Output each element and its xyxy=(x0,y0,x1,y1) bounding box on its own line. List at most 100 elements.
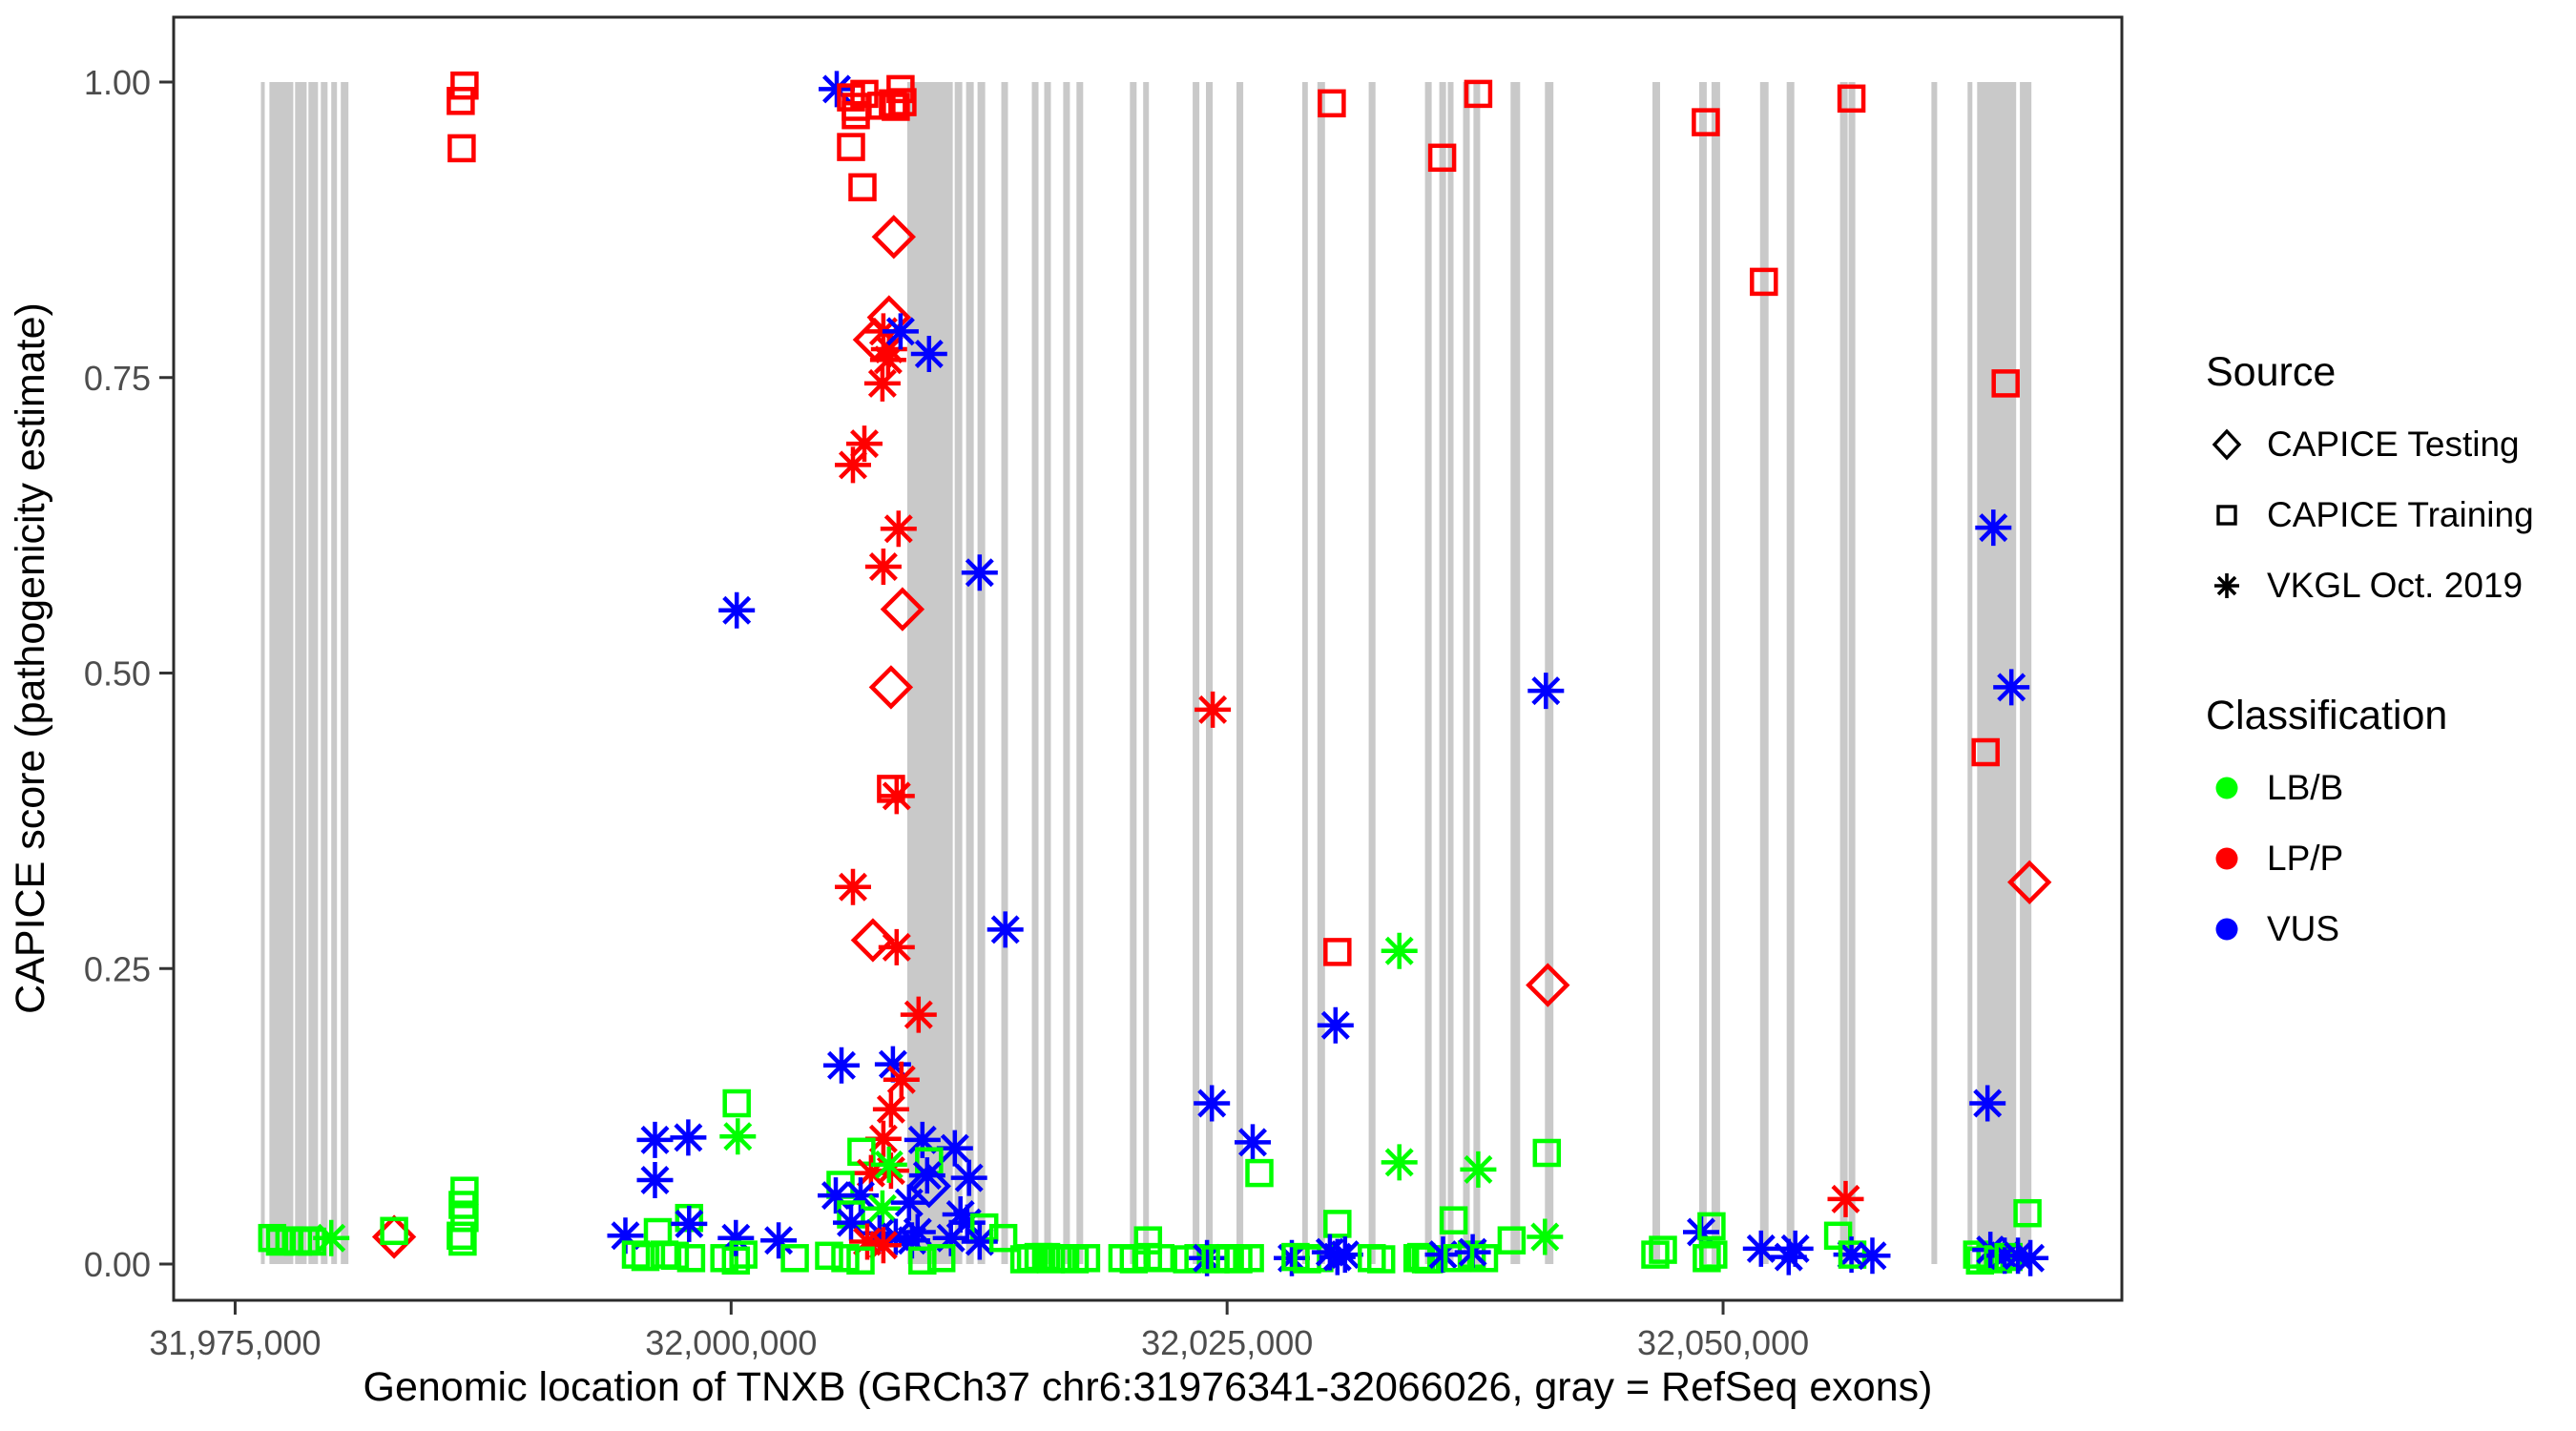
exon-bar xyxy=(2020,82,2032,1264)
exon-bar xyxy=(977,82,986,1264)
point-diamond-testing xyxy=(850,918,896,963)
point-square-training xyxy=(722,1089,751,1118)
exon-bar xyxy=(906,82,953,1264)
exon-bar xyxy=(1967,82,1973,1264)
exon-bar xyxy=(1206,82,1214,1264)
point-square-training xyxy=(1469,1244,1499,1273)
point-square-training xyxy=(1245,1158,1274,1188)
exon-bar xyxy=(260,82,265,1264)
point-square-training xyxy=(1971,737,2000,767)
exon-bar xyxy=(1301,82,1308,1264)
point-diamond-testing xyxy=(1526,963,1570,1007)
point-square-training xyxy=(1837,84,1866,114)
exon-bar xyxy=(1001,82,1008,1264)
point-diamond-testing xyxy=(2007,860,2052,904)
point-asterisk-vkgl xyxy=(961,554,998,591)
point-asterisk-vkgl xyxy=(849,1223,885,1260)
exon-bar xyxy=(1463,82,1470,1264)
point-asterisk-vkgl xyxy=(1527,1218,1564,1255)
point-asterisk-vkgl xyxy=(1969,1085,2006,1122)
point-asterisk-vkgl xyxy=(890,1184,927,1221)
exon-bar xyxy=(1786,82,1795,1264)
exon-bar xyxy=(1711,82,1720,1264)
panel-border xyxy=(172,15,2124,1302)
point-asterisk-vkgl xyxy=(1235,1124,1271,1161)
exon-bar xyxy=(1931,82,1938,1264)
point-asterisk-vkgl xyxy=(864,1227,902,1264)
point-square-training xyxy=(1146,1244,1175,1273)
point-asterisk-vkgl xyxy=(2000,1237,2037,1275)
point-square-training xyxy=(1649,1235,1677,1264)
point-asterisk-vkgl xyxy=(1381,932,1418,969)
point-asterisk-vkgl xyxy=(878,928,915,965)
point-square-training xyxy=(448,1227,477,1256)
point-asterisk-vkgl xyxy=(818,1177,854,1214)
exon-bar xyxy=(269,82,294,1264)
point-asterisk-vkgl xyxy=(670,1119,707,1156)
point-asterisk-vkgl xyxy=(877,1218,914,1255)
point-square-training xyxy=(926,1244,956,1273)
legend-classification: Classification LB/B LP/P VUS xyxy=(2206,693,2568,964)
point-square-training xyxy=(447,87,475,115)
point-asterisk-vkgl xyxy=(1195,691,1232,728)
point-asterisk-vkgl xyxy=(961,1223,998,1260)
legend-item-capice-training: CAPICE Training xyxy=(2206,480,2568,550)
point-asterisk-vkgl xyxy=(1194,1085,1231,1122)
exon-bar xyxy=(1076,82,1084,1264)
exon-bar xyxy=(1143,82,1150,1264)
point-square-training xyxy=(848,173,877,202)
point-square-training xyxy=(882,93,910,121)
x-axis-title: Genomic location of TNXB (GRCh37 chr6:31… xyxy=(364,1364,1933,1410)
exon-bar xyxy=(1839,82,1848,1264)
exon-bar xyxy=(308,82,319,1264)
point-square-training xyxy=(780,1244,809,1273)
point-square-training xyxy=(1823,1221,1853,1251)
point-square-training xyxy=(643,1217,673,1247)
exon-bar xyxy=(1317,82,1325,1264)
point-asterisk-vkgl xyxy=(1742,1230,1779,1267)
point-asterisk-vkgl xyxy=(1460,1151,1497,1188)
exon-bar xyxy=(1031,82,1039,1264)
exon-bar xyxy=(331,82,338,1264)
legend-item-vus: VUS xyxy=(2206,894,2568,964)
point-square-training xyxy=(1236,1244,1264,1273)
point-square-training xyxy=(1991,369,2020,398)
y-tick-label: 0.00 xyxy=(84,1245,151,1284)
diamond-icon xyxy=(2212,428,2242,461)
point-asterisk-vkgl xyxy=(607,1217,644,1255)
point-asterisk-vkgl xyxy=(1833,1236,1870,1274)
blue-dot-icon xyxy=(2215,918,2238,941)
x-tick-label: 32,025,000 xyxy=(1141,1323,1313,1362)
point-square-training xyxy=(908,1246,937,1275)
y-axis-title: CAPICE score (pathogenicity estimate) xyxy=(8,302,53,1014)
exon-bar xyxy=(1652,82,1660,1264)
refseq-exons-layer xyxy=(260,82,2032,1264)
point-asterisk-vkgl xyxy=(863,364,901,402)
point-asterisk-vkgl xyxy=(1854,1237,1891,1275)
exon-bar xyxy=(1848,82,1856,1264)
point-square-training xyxy=(815,1241,843,1271)
point-asterisk-vkgl xyxy=(880,510,917,548)
exon-bar xyxy=(954,82,963,1264)
point-diamond-testing xyxy=(880,587,925,632)
legend-label: LB/B xyxy=(2267,768,2344,807)
point-asterisk-vkgl xyxy=(904,1121,941,1158)
point-square-training xyxy=(1366,1245,1396,1274)
point-square-training xyxy=(450,71,479,100)
point-asterisk-vkgl xyxy=(719,1118,757,1155)
exon-bar xyxy=(1759,82,1769,1264)
point-asterisk-vkgl xyxy=(878,778,915,815)
exon-bar xyxy=(1368,82,1376,1264)
point-asterisk-vkgl xyxy=(987,911,1024,948)
point-square-training xyxy=(837,133,865,161)
exon-bar xyxy=(1510,82,1521,1264)
point-square-training xyxy=(1692,108,1720,136)
point-asterisk-vkgl xyxy=(835,868,871,905)
legend-label: CAPICE Testing xyxy=(2267,425,2520,464)
data-points-layer xyxy=(258,71,2052,1276)
point-asterisk-vkgl xyxy=(842,1177,879,1214)
point-asterisk-vkgl xyxy=(863,1190,901,1227)
legend-item-lpp: LP/P xyxy=(2206,823,2568,894)
legend-source: Source CAPICE Testing CAPICE Training VK… xyxy=(2206,349,2568,621)
